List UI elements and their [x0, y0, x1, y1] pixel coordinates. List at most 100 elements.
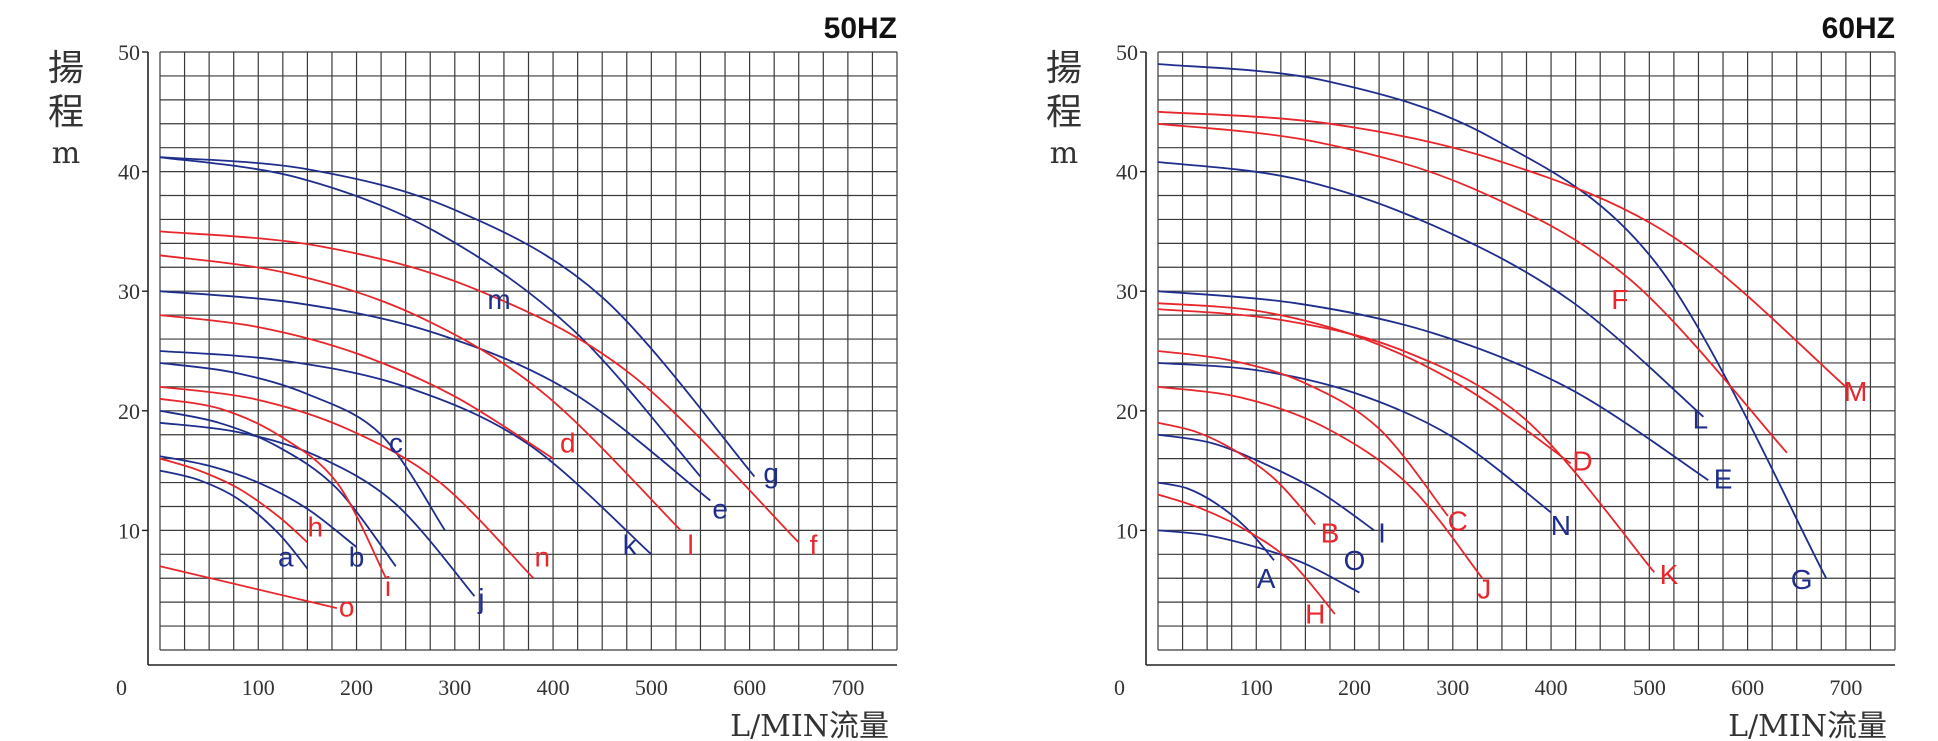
y-axis-title-char: 程: [1046, 92, 1082, 133]
pump-curve-l: [159, 254, 682, 532]
grid: [159, 51, 898, 651]
pump-curve-N: [1157, 362, 1552, 514]
y-tick-label: 30: [1116, 279, 1138, 304]
pump-curve-K: [1157, 308, 1655, 573]
y-tick-label: 10: [1116, 518, 1138, 543]
pump-curve-b: [159, 455, 358, 548]
pump-curve-d: [159, 314, 554, 460]
curve-label-o: o: [339, 592, 355, 623]
curve-label-m: m: [487, 284, 510, 315]
pump-curve-f: [159, 230, 800, 544]
curve-labels: A B C D E F G H I J K L M N O: [1257, 284, 1868, 630]
pump-curve-h: [159, 457, 309, 544]
curve-label-B: B: [1321, 517, 1340, 548]
x-tick-label: 300: [1436, 675, 1469, 700]
y-tick-label: 20: [118, 399, 140, 424]
pump-curve-C: [1157, 350, 1449, 517]
curve-label-J: J: [1477, 574, 1491, 605]
pump-curve-O: [1157, 529, 1360, 594]
curve-label-M: M: [1844, 376, 1867, 407]
y-axis-title-char: 程: [48, 92, 84, 133]
pump-curve-k: [159, 350, 652, 555]
x-tick-label: 500: [1633, 675, 1666, 700]
y-tick-label: 20: [1116, 399, 1138, 424]
pump-curve-e: [159, 290, 711, 502]
curve-label-n: n: [534, 541, 550, 572]
pump-curve-j: [159, 421, 476, 597]
frequency-title: 50HZ: [824, 12, 897, 45]
pump-curve-I: [1157, 433, 1375, 532]
curve-label-D: D: [1572, 446, 1592, 477]
pump-curve-B: [1157, 421, 1316, 525]
x-tick-label: 500: [635, 675, 668, 700]
curve-label-F: F: [1611, 284, 1628, 315]
pump-curve-L: [1157, 161, 1704, 418]
pump-curve-J: [1157, 386, 1484, 579]
curve-label-O: O: [1344, 545, 1366, 576]
y-axis-unit: m: [52, 136, 80, 171]
x-tick-label: 100: [242, 675, 275, 700]
curve-label-l: l: [688, 529, 694, 560]
curve-label-A: A: [1257, 563, 1276, 594]
curve-label-f: f: [810, 529, 818, 560]
curve-label-b: b: [349, 541, 365, 572]
x-tick-label: 700: [1829, 675, 1862, 700]
y-tick-label: 40: [1116, 160, 1138, 185]
curve-label-N: N: [1551, 510, 1571, 541]
pump-curve-M: [1157, 110, 1847, 388]
origin-label: 0: [1114, 675, 1125, 700]
pump-curve-n: [159, 386, 535, 579]
curve-label-L: L: [1693, 404, 1709, 435]
chart-60hz: 10 20 30 40 50 100 200 300 400 500 600 700 0 60HZ 揚程m L…: [1046, 12, 1896, 741]
x-tick-label: 600: [733, 675, 766, 700]
y-axis-unit: m: [1050, 136, 1078, 171]
pump-curve-i: [159, 397, 387, 579]
curve-label-i: i: [385, 571, 391, 602]
pump-curve-A: [1157, 481, 1275, 561]
pump-curve-G: [1157, 63, 1827, 579]
curve-label-a: a: [278, 541, 294, 572]
x-tick-label: 200: [1338, 675, 1371, 700]
pump-curve-F: [1157, 122, 1788, 454]
x-tick-label: 400: [1535, 675, 1568, 700]
curve-label-H: H: [1305, 599, 1325, 630]
y-tick-label: 10: [118, 518, 140, 543]
curve-label-I: I: [1378, 517, 1386, 548]
x-tick-label: 300: [438, 675, 471, 700]
curve-label-K: K: [1660, 559, 1679, 590]
curve-label-c: c: [389, 428, 403, 459]
grid: [1157, 51, 1896, 651]
curve-label-E: E: [1714, 464, 1733, 495]
y-axis-title-char: 揚: [1046, 48, 1082, 89]
curve-labels: a b c e g j k m d f h i l n o: [278, 284, 818, 622]
y-tick-label: 50: [1116, 40, 1138, 65]
x-axis-title: L/MIN流量: [730, 709, 889, 741]
x-tick-label: 700: [831, 675, 864, 700]
y-tick-label: 30: [118, 279, 140, 304]
curve-label-C: C: [1448, 505, 1468, 536]
pump-curve-unlabeled: [159, 409, 397, 567]
curve-label-G: G: [1791, 564, 1813, 595]
pump-curve-H: [1157, 493, 1336, 615]
pump-curve-D: [1157, 302, 1572, 465]
performance-curves: [159, 156, 800, 609]
x-tick-label: 200: [340, 675, 373, 700]
y-axis-title-char: 揚: [48, 48, 84, 89]
frequency-title: 60HZ: [1822, 12, 1895, 45]
pump-curve-o: [159, 565, 338, 609]
curve-label-g: g: [763, 458, 779, 489]
x-axis-title: L/MIN流量: [1728, 709, 1887, 741]
y-tick-label: 50: [118, 40, 140, 65]
pump-curve-c: [159, 362, 446, 531]
x-tick-label: 600: [1731, 675, 1764, 700]
performance-curves: [1157, 63, 1847, 615]
curve-label-j: j: [477, 583, 484, 614]
y-tick-label: 40: [118, 160, 140, 185]
pump-curve-g: [159, 156, 756, 478]
pump-curve-m: [159, 156, 702, 478]
pump-curve-a: [159, 469, 309, 570]
x-tick-label: 400: [537, 675, 570, 700]
curve-label-d: d: [560, 428, 576, 459]
